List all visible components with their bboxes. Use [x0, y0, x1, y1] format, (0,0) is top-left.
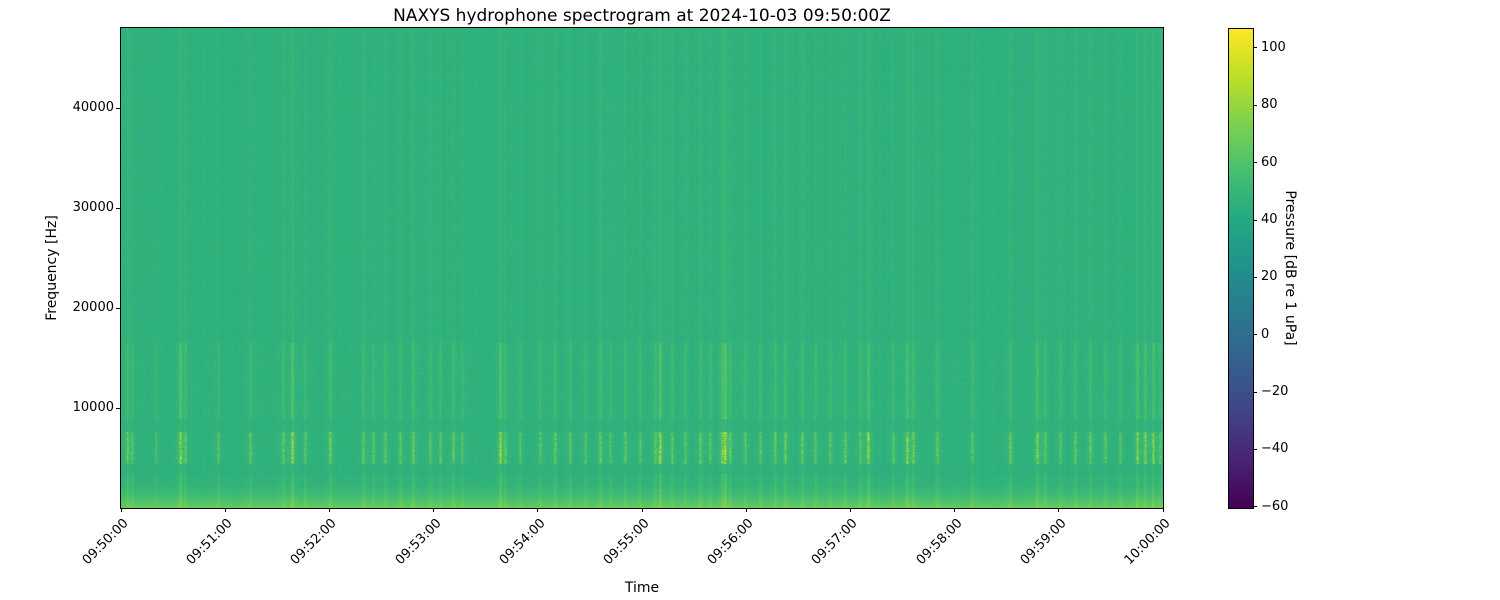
- y-tick-label: 40000: [72, 100, 114, 115]
- y-tick-label: 20000: [72, 300, 114, 315]
- colorbar-tick: [1253, 162, 1257, 164]
- colorbar-gradient: [1229, 29, 1253, 508]
- colorbar-tick: [1253, 448, 1257, 450]
- plot-frame: [120, 27, 1164, 509]
- colorbar-tick: [1253, 391, 1257, 393]
- x-axis-tick: [745, 508, 747, 512]
- x-axis-tick: [954, 508, 956, 512]
- x-axis-tick: [1162, 508, 1164, 512]
- x-axis-tick: [120, 508, 122, 512]
- colorbar-tick-label: −20: [1261, 384, 1289, 400]
- x-axis-tick: [1058, 508, 1060, 512]
- colorbar-tick-label: 60: [1261, 154, 1278, 170]
- y-tick-label: 10000: [72, 400, 114, 415]
- colorbar-tick-label: −60: [1261, 498, 1289, 514]
- colorbar-tick: [1253, 104, 1257, 106]
- y-axis-tick: [116, 207, 120, 209]
- y-axis-tick: [116, 307, 120, 309]
- x-axis-tick: [537, 508, 539, 512]
- colorbar-tick-label: −40: [1261, 441, 1289, 457]
- y-axis-tick: [116, 107, 120, 109]
- y-tick-label: 30000: [72, 200, 114, 215]
- x-axis-tick: [224, 508, 226, 512]
- spectrogram-plot-area: [121, 28, 1163, 508]
- colorbar-tick: [1253, 506, 1257, 508]
- colorbar-tick: [1253, 47, 1257, 49]
- colorbar-tick: [1253, 219, 1257, 221]
- chart-title: NAXYS hydrophone spectrogram at 2024-10-…: [393, 6, 891, 26]
- y-axis-tick: [116, 407, 120, 409]
- x-axis-tick: [433, 508, 435, 512]
- colorbar-frame: [1228, 28, 1254, 509]
- colorbar-tick-label: 20: [1261, 269, 1278, 285]
- x-tick-label: 09:50:00: [79, 516, 132, 568]
- x-axis-tick: [328, 508, 330, 512]
- colorbar-tick: [1253, 334, 1257, 336]
- colorbar-tick: [1253, 276, 1257, 278]
- x-axis-tick: [849, 508, 851, 512]
- x-axis-tick: [641, 508, 643, 512]
- colorbar-tick-label: 0: [1261, 326, 1270, 342]
- colorbar-tick-label: 100: [1261, 39, 1286, 55]
- colorbar-tick-label: 80: [1261, 97, 1278, 113]
- x-axis-label: Time: [624, 580, 660, 596]
- colorbar-tick-label: 40: [1261, 212, 1278, 228]
